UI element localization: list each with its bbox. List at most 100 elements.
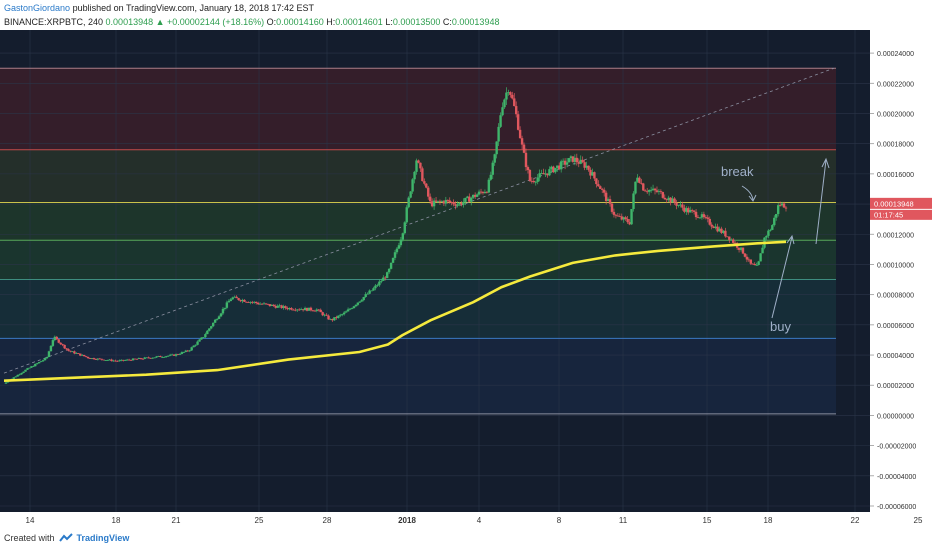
candle-body: [442, 201, 446, 204]
candle-body: [303, 307, 307, 311]
candle-body: [280, 305, 283, 309]
candle-body: [163, 356, 166, 358]
candle-body: [387, 268, 391, 273]
candle-body: [204, 334, 207, 338]
candle-body: [260, 303, 264, 305]
candle-body: [528, 170, 532, 181]
candle-body: [579, 159, 582, 164]
time-axis-label: 8: [557, 516, 562, 525]
candle-body: [771, 225, 774, 230]
candle-body: [655, 190, 659, 192]
candle-body: [389, 262, 393, 269]
candle-body: [120, 359, 123, 361]
candle-body: [706, 217, 709, 219]
candle-body: [690, 209, 694, 211]
price-axis-label: 0.00006000: [877, 323, 914, 330]
price-chart[interactable]: 0.00024000 0.00022000 0.00020000 0.00018000…: [0, 30, 932, 530]
price-axis-label: 0.00012000: [877, 232, 914, 239]
candle-body: [640, 182, 643, 184]
candle-body: [24, 369, 27, 372]
candle-body: [765, 235, 768, 238]
current-price-tag: [870, 197, 932, 209]
candle-body: [57, 339, 60, 343]
candle-body: [32, 366, 35, 368]
ohlc-line: BINANCE:XRPBTC, 240 0.00013948 ▲ +0.0000…: [4, 17, 499, 27]
candle-body: [546, 173, 549, 176]
candle-body: [348, 308, 352, 310]
candle-body: [757, 261, 760, 266]
candle-body: [94, 359, 98, 361]
candle-body: [82, 354, 86, 357]
candle-body: [41, 360, 45, 362]
candle-body: [319, 309, 322, 313]
countdown-label: 01:17:45: [874, 210, 903, 219]
candle-body: [726, 236, 729, 238]
candle-body: [14, 376, 17, 378]
candle-body: [251, 301, 254, 303]
candle-body: [215, 319, 219, 320]
candle-body: [769, 229, 772, 231]
candle-body: [98, 358, 101, 360]
candle-body: [102, 359, 105, 361]
candle-body: [468, 196, 471, 202]
candle-body: [26, 368, 29, 370]
candle-body: [745, 256, 749, 260]
candle-body: [360, 300, 363, 302]
candle-body: [131, 358, 135, 361]
author-link[interactable]: GastonGiordano: [4, 3, 71, 13]
candle-body: [522, 144, 526, 153]
candle-body: [366, 293, 369, 295]
candle-body: [84, 356, 88, 358]
candle-body: [311, 310, 315, 312]
candle-body: [362, 297, 365, 301]
candle-body: [515, 106, 518, 115]
candle-body: [470, 197, 473, 202]
open-value: 0.00014160: [276, 17, 324, 27]
candle-body: [538, 173, 541, 178]
candle-body: [520, 138, 524, 145]
candle-body: [227, 301, 231, 303]
candle-body: [446, 199, 449, 201]
candle-body: [206, 330, 209, 335]
candle-body: [432, 200, 436, 207]
candle-body: [321, 312, 324, 316]
candle-body: [6, 381, 10, 383]
candle-body: [747, 259, 751, 261]
candle-body: [708, 218, 711, 225]
candle-body: [724, 230, 727, 237]
candle-body: [376, 285, 379, 287]
price-axis-label: 0.00020000: [877, 111, 914, 118]
tradingview-link[interactable]: TradingView: [76, 533, 130, 543]
candle-body: [495, 141, 498, 155]
arrow-buy: [771, 236, 793, 319]
candle-body: [702, 214, 706, 218]
countdown-tag: [870, 209, 932, 220]
candle-body: [612, 211, 616, 215]
candle-body: [104, 360, 107, 361]
footer: Created with TradingView: [4, 533, 129, 543]
candle-body: [698, 217, 702, 219]
candle-body: [417, 160, 420, 163]
candle-body: [761, 247, 764, 254]
candle-body: [153, 357, 156, 359]
candle-body: [685, 208, 688, 212]
candle-body: [645, 191, 649, 193]
candle-body: [12, 377, 15, 379]
candle-body: [382, 277, 385, 281]
candle-body: [272, 304, 275, 306]
candle-body: [730, 239, 733, 241]
candle-body: [663, 197, 666, 200]
candle-body: [499, 115, 502, 127]
symbol-label: BINANCE:XRPBTC, 240: [4, 17, 104, 27]
high-value: 0.00014601: [335, 17, 383, 27]
candle-body: [352, 306, 356, 309]
candle-body: [393, 252, 397, 258]
candle-body: [219, 313, 223, 317]
candle-body: [534, 181, 537, 183]
candle-body: [581, 159, 584, 163]
current-price-label: 0.00013948: [874, 199, 914, 208]
candle-body: [651, 188, 655, 190]
candle-body: [677, 205, 680, 206]
candle-body: [739, 247, 743, 250]
candle-body: [532, 181, 536, 182]
